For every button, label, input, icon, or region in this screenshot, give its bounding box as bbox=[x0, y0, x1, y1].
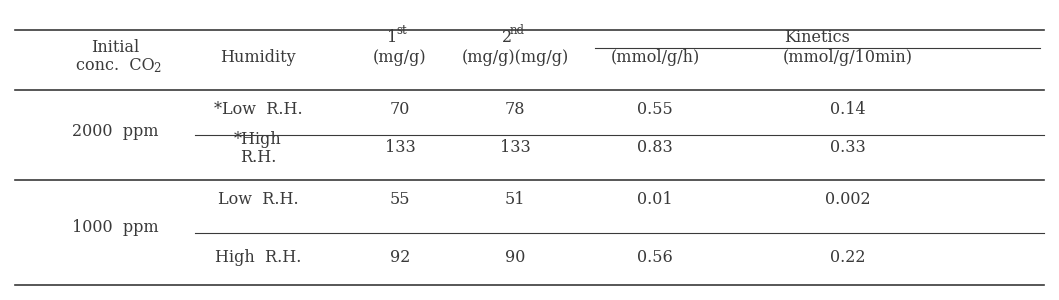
Text: R.H.: R.H. bbox=[239, 148, 276, 166]
Text: Initial: Initial bbox=[91, 40, 139, 56]
Text: 0.55: 0.55 bbox=[638, 101, 672, 118]
Text: (mg/g): (mg/g) bbox=[373, 49, 427, 65]
Text: 133: 133 bbox=[384, 140, 415, 157]
Text: Kinetics: Kinetics bbox=[785, 29, 850, 46]
Text: 1000  ppm: 1000 ppm bbox=[72, 220, 158, 236]
Text: 0.83: 0.83 bbox=[638, 140, 672, 157]
Text: 51: 51 bbox=[505, 191, 525, 208]
Text: 0.14: 0.14 bbox=[830, 101, 866, 118]
Text: 70: 70 bbox=[390, 101, 410, 118]
Text: 2: 2 bbox=[502, 29, 513, 46]
Text: *High: *High bbox=[234, 131, 282, 148]
Text: (mmol/g/10min): (mmol/g/10min) bbox=[783, 49, 913, 65]
Text: 0.01: 0.01 bbox=[638, 191, 672, 208]
Text: (mg/g)(mg/g): (mg/g)(mg/g) bbox=[462, 49, 569, 65]
Text: nd: nd bbox=[509, 23, 524, 37]
Text: 78: 78 bbox=[505, 101, 525, 118]
Text: 90: 90 bbox=[505, 248, 525, 266]
Text: 0.33: 0.33 bbox=[830, 140, 866, 157]
Text: 133: 133 bbox=[500, 140, 531, 157]
Text: (mmol/g/h): (mmol/g/h) bbox=[610, 49, 700, 65]
Text: High  R.H.: High R.H. bbox=[215, 248, 301, 266]
Text: 0.22: 0.22 bbox=[830, 248, 866, 266]
Text: 2000  ppm: 2000 ppm bbox=[72, 124, 158, 140]
Text: st: st bbox=[397, 23, 408, 37]
Text: 55: 55 bbox=[390, 191, 410, 208]
Text: 1: 1 bbox=[387, 29, 397, 46]
Text: 0.56: 0.56 bbox=[638, 248, 672, 266]
Text: 92: 92 bbox=[390, 248, 410, 266]
Text: 0.002: 0.002 bbox=[825, 191, 870, 208]
Text: conc.  CO: conc. CO bbox=[75, 56, 155, 74]
Text: Humidity: Humidity bbox=[220, 49, 295, 65]
Text: 2: 2 bbox=[154, 62, 161, 76]
Text: Low  R.H.: Low R.H. bbox=[218, 191, 299, 208]
Text: *Low  R.H.: *Low R.H. bbox=[214, 101, 302, 118]
